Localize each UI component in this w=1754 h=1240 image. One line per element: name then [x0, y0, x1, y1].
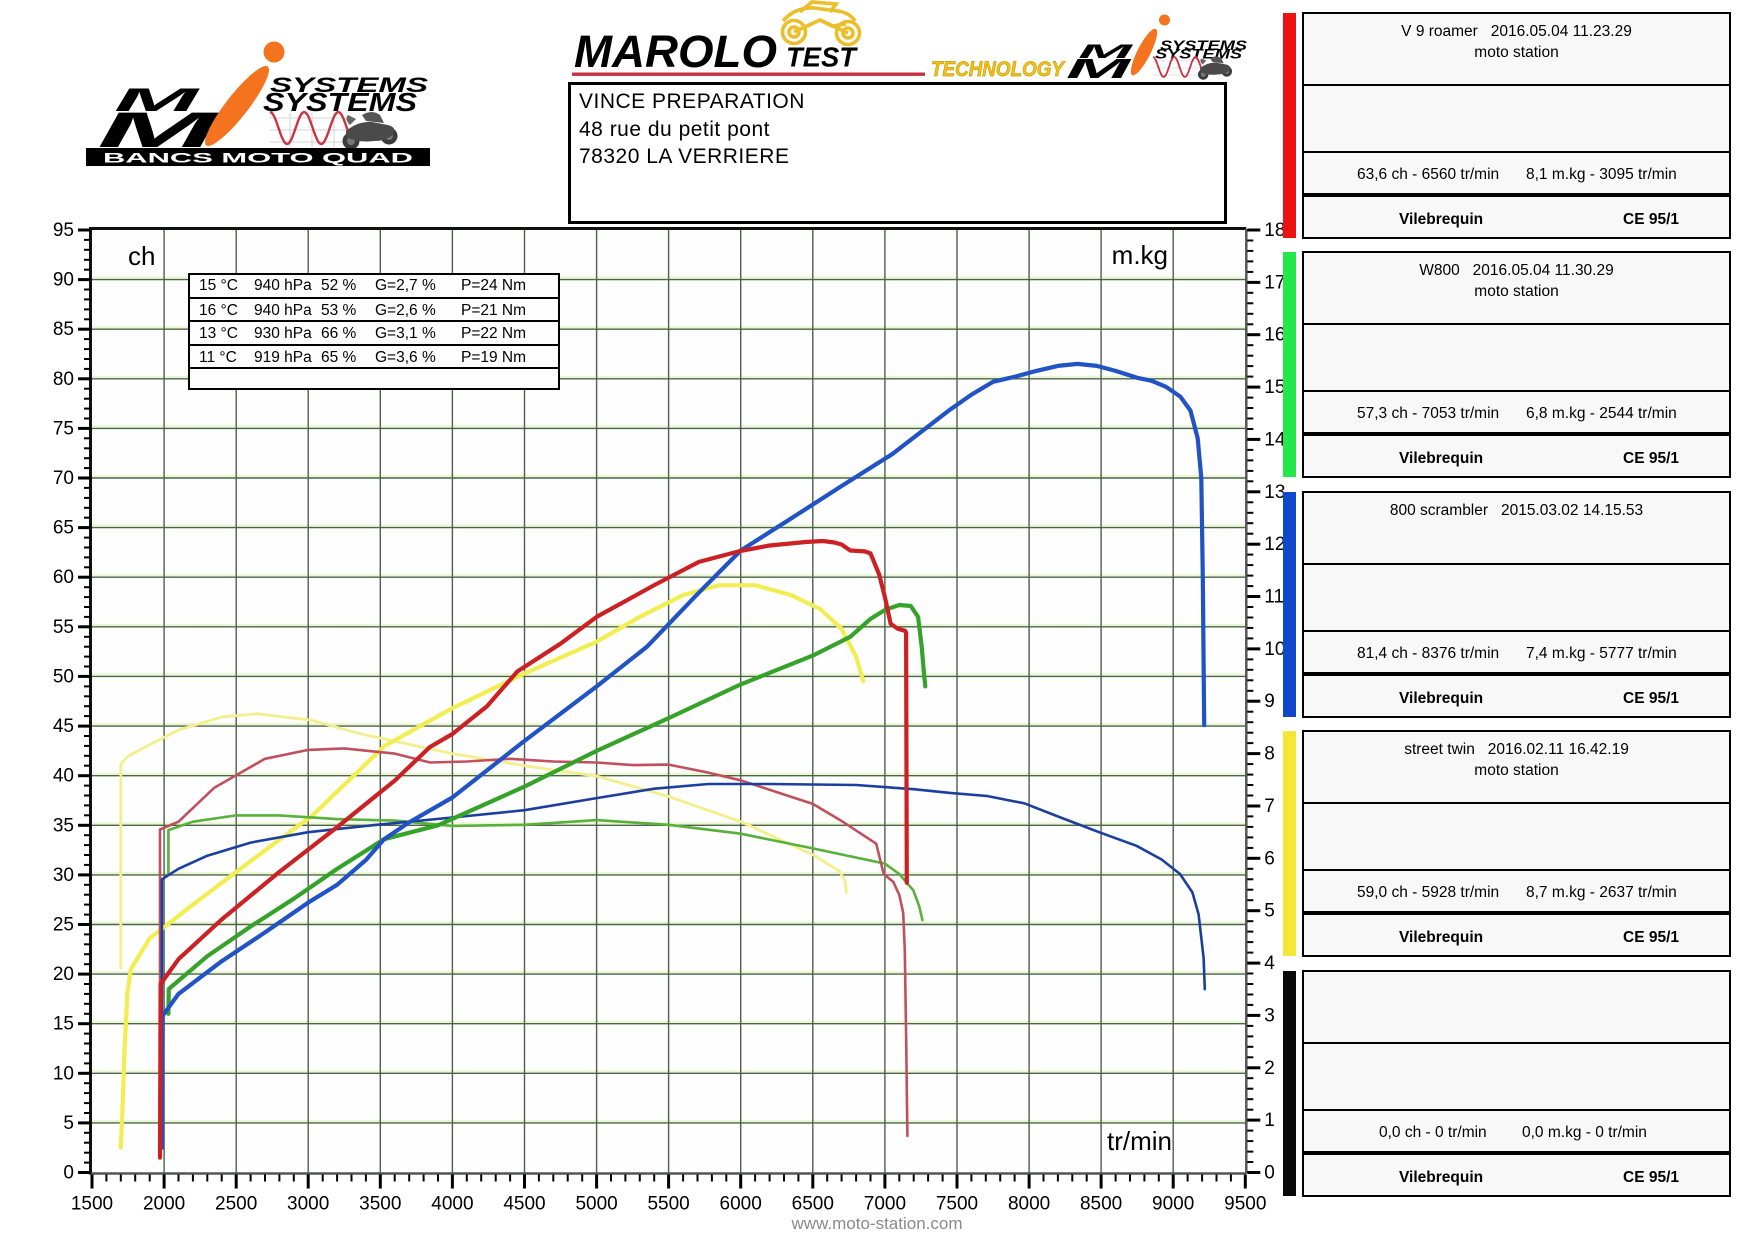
svg-text:9500: 9500 — [1224, 1194, 1266, 1215]
svg-text:m.kg: m.kg — [1112, 240, 1168, 270]
svg-text:85: 85 — [53, 319, 74, 340]
svg-text:55: 55 — [53, 617, 74, 638]
svg-text:1500: 1500 — [71, 1194, 113, 1215]
svg-text:M: M — [1078, 42, 1136, 63]
svg-text:SYSTEMS: SYSTEMS — [1160, 38, 1247, 53]
svg-text:18: 18 — [1264, 220, 1285, 241]
svg-text:8: 8 — [1264, 744, 1275, 765]
svg-text:3: 3 — [1264, 1005, 1275, 1026]
svg-text:M: M — [1066, 53, 1132, 84]
svg-text:10: 10 — [53, 1063, 74, 1084]
svg-text:35: 35 — [53, 815, 74, 836]
svg-text:45: 45 — [53, 716, 74, 737]
svg-text:4: 4 — [1264, 953, 1275, 974]
svg-text:15: 15 — [53, 1014, 74, 1035]
svg-text:10: 10 — [1264, 639, 1285, 660]
svg-text:5: 5 — [63, 1113, 74, 1134]
svg-text:TEST: TEST — [786, 42, 859, 73]
svg-text:6: 6 — [1264, 848, 1275, 869]
svg-text:8000: 8000 — [1008, 1194, 1050, 1215]
svg-text:2500: 2500 — [215, 1194, 257, 1215]
svg-text:50: 50 — [53, 666, 74, 687]
svg-text:13: 13 — [1264, 482, 1285, 503]
svg-text:SYSTEMS: SYSTEMS — [270, 74, 428, 97]
svg-text:1: 1 — [1264, 1110, 1275, 1131]
svg-text:95: 95 — [53, 220, 74, 241]
svg-text:9: 9 — [1264, 691, 1275, 712]
svg-text:0: 0 — [1264, 1163, 1275, 1184]
svg-text:90: 90 — [53, 270, 74, 291]
svg-text:5500: 5500 — [647, 1194, 689, 1215]
svg-text:7500: 7500 — [936, 1194, 978, 1215]
svg-text:16: 16 — [1264, 325, 1285, 346]
svg-text:4500: 4500 — [503, 1194, 545, 1215]
svg-text:MAROLO: MAROLO — [574, 26, 777, 77]
svg-text:14: 14 — [1264, 429, 1286, 450]
svg-text:15: 15 — [1264, 377, 1285, 398]
svg-text:2: 2 — [1264, 1058, 1275, 1079]
svg-text:11: 11 — [1264, 587, 1284, 608]
svg-text:BANCS MOTO QUAD: BANCS MOTO QUAD — [103, 151, 414, 166]
svg-text:6500: 6500 — [792, 1194, 834, 1215]
svg-text:5000: 5000 — [575, 1194, 617, 1215]
svg-text:40: 40 — [53, 766, 74, 787]
svg-text:TECHNOLOGY: TECHNOLOGY — [931, 58, 1066, 81]
svg-text:17: 17 — [1264, 272, 1285, 293]
svg-text:6000: 6000 — [720, 1194, 762, 1215]
svg-text:12: 12 — [1264, 534, 1285, 555]
svg-text:75: 75 — [53, 418, 74, 439]
svg-text:70: 70 — [53, 468, 74, 489]
svg-text:8500: 8500 — [1080, 1194, 1122, 1215]
svg-text:30: 30 — [53, 865, 74, 886]
svg-text:7: 7 — [1264, 796, 1275, 817]
svg-text:9000: 9000 — [1152, 1194, 1194, 1215]
svg-text:0: 0 — [63, 1163, 74, 1184]
svg-text:4000: 4000 — [431, 1194, 473, 1215]
svg-text:80: 80 — [53, 369, 74, 390]
svg-text:M: M — [114, 82, 202, 118]
svg-text:5: 5 — [1264, 901, 1275, 922]
svg-text:tr/min: tr/min — [1107, 1126, 1172, 1156]
svg-text:25: 25 — [53, 915, 74, 936]
svg-text:60: 60 — [53, 567, 74, 588]
svg-text:7000: 7000 — [864, 1194, 906, 1215]
svg-text:65: 65 — [53, 518, 74, 539]
svg-text:20: 20 — [53, 964, 74, 985]
svg-text:2000: 2000 — [143, 1194, 185, 1215]
svg-text:3500: 3500 — [359, 1194, 401, 1215]
svg-text:3000: 3000 — [287, 1194, 329, 1215]
svg-text:ch: ch — [128, 241, 155, 271]
